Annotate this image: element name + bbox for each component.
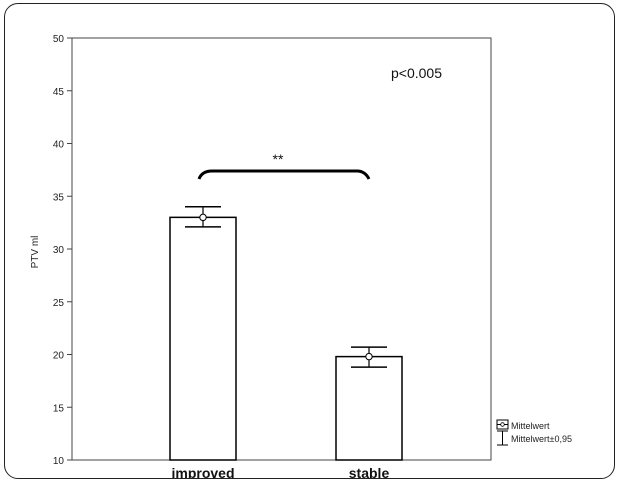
y-tick-label: 10 (53, 456, 65, 467)
bar-stable (335, 355, 403, 461)
legend-entry-mean: Mittelwert (511, 421, 550, 431)
legend-mean-symbol (496, 419, 509, 430)
legend: Mittelwert Mittelwert±0,95 (496, 419, 572, 446)
bar-improved (169, 216, 237, 461)
category-label-stable: stable (349, 465, 390, 479)
p-value-annotation: p<0.005 (391, 65, 442, 81)
y-axis-label: PTV ml (30, 236, 41, 269)
chart-frame: 10 15 20 25 30 35 40 45 50 PTV ml improved stable… (4, 3, 615, 479)
legend-ci-symbol (497, 430, 508, 446)
significance-marker: ** (273, 151, 284, 167)
bars (169, 206, 403, 461)
plot-area (71, 37, 492, 461)
y-tick-label: 45 (53, 87, 65, 98)
y-axis: 10 15 20 25 30 35 40 45 50 (53, 34, 72, 467)
significance-bracket (197, 169, 371, 180)
y-tick-label: 20 (53, 351, 65, 362)
y-tick-label: 50 (53, 34, 65, 45)
y-tick-label: 30 (53, 245, 65, 256)
category-labels: improved stable (171, 465, 390, 479)
mean-marker-stable (365, 352, 373, 361)
category-label-improved: improved (171, 465, 234, 479)
bar-chart: 10 15 20 25 30 35 40 45 50 PTV ml improved stable… (30, 34, 572, 479)
y-tick-label: 35 (53, 192, 65, 203)
y-tick-label: 25 (53, 298, 65, 309)
y-tick-label: 15 (53, 403, 65, 414)
legend-entry-ci: Mittelwert±0,95 (511, 434, 572, 444)
mean-marker-improved (199, 213, 207, 222)
y-tick-label: 40 (53, 140, 65, 151)
